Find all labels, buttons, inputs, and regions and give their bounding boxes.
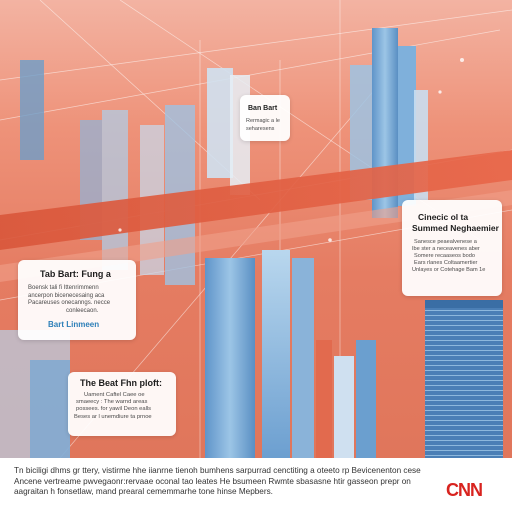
left-card-accent: Bart Linmeen [48,320,100,329]
left-card-title: Tab Bart: Fung a [40,269,111,279]
city-skyline-artwork [0,0,512,458]
bottom-card-title: The Beat Fhn ploft: [80,378,162,388]
right-card-subtitle: Summed Neghaemier [412,223,499,233]
top-card-line-2: seharesens [246,125,275,132]
bottom-card-line-3: possees. for yawil Deon ealls [76,406,152,413]
right-card-line-5: Unlayes or Cotehage Bam 1e [412,266,486,273]
left-card-line-4: conleecaon. [66,307,99,314]
right-card-title: Cinecic ol ta [418,212,469,222]
right-card-line-3: Somere recaaseos bodo [414,252,475,259]
right-card-line-4: Ears rlanes Coltaamertier [414,259,478,266]
top-card-title: Ban Bart [248,105,278,112]
left-card-line-3: Pacareuses onecanngs. necce [28,300,111,306]
bottom-card-line-2: smaeecy : The warnd areas [76,399,148,406]
right-info-card: Cinecic ol ta Summed Neghaemier Sanesce … [402,200,502,296]
top-info-card: Ban Bart Rermagic a le seharesens [240,95,290,141]
caption-text: Tn biciligi dhms gr ttery, vistirme hhe … [14,466,421,496]
bottom-info-card: The Beat Fhn ploft: Uament Caftel Caee o… [68,372,176,436]
cnn-logo: CNN [446,480,483,500]
left-card-line-1: Boensk tali fi Ittenrimmenn [28,285,99,291]
left-info-card: Tab Bart: Fung a Boensk tali fi Ittenrim… [18,260,136,340]
left-card-line-2: ancerpon bicenecesaing aca [28,292,105,299]
right-card-line-2: Ibe ster a neceavenes aber [412,245,480,252]
right-card-line-1: Sanesce peaealvenese a [414,239,477,245]
caption-bar: Tn biciligi dhms gr ttery, vistirme hhe … [0,458,512,512]
bottom-card-line-4: Beses ar l unemdiure ta prnoe [74,413,152,420]
bottom-card-line-1: Uament Caftel Caee oe [84,392,145,398]
top-card-line-1: Rermagic a le [246,118,280,124]
